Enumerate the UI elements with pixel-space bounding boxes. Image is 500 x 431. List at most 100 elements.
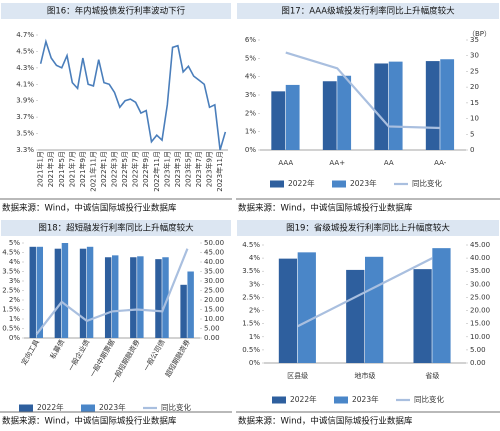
x-tick-label: 2023年5月 [183, 151, 192, 187]
source-note: 数据来源：Wind，中诚信国际城投行业数据库 [238, 203, 413, 214]
legend-label: 2022年 [290, 394, 317, 404]
y-tick-label: 4.5% [242, 241, 260, 249]
y2-tick-label: 30 [470, 52, 479, 60]
bar [388, 61, 403, 151]
title-bar [1, 3, 231, 19]
chart-title: 图16：年内城投债发行利率波动下行 [47, 6, 186, 17]
y2-tick-label: 0.00 [470, 359, 486, 367]
bar [79, 248, 87, 338]
y-tick-label: 3.7% [16, 113, 34, 121]
y-tick-label: 4% [9, 258, 20, 266]
bar [337, 75, 352, 150]
y2-tick-label: 45.00 [470, 241, 490, 249]
line-series [297, 257, 433, 328]
x-tick-label: 2021年9月 [78, 151, 87, 187]
y2-tick-label: 20.00 [470, 307, 490, 315]
y-tick-label: 0% [249, 359, 260, 367]
x-tick-label: 省级 [425, 371, 439, 380]
x-tick-label: 2021年5月 [57, 151, 66, 187]
line-series [285, 51, 441, 130]
y-tick-label: 5% [245, 54, 256, 62]
title-bar [237, 3, 499, 19]
bar [61, 243, 69, 338]
legend-swatch [332, 180, 346, 188]
y2-tick-label: 5.00 [204, 325, 220, 333]
y2-tick-label: 0.00 [204, 334, 220, 342]
bar [162, 257, 169, 338]
bar [413, 269, 432, 363]
y-tick-label: 3% [245, 91, 256, 99]
bar [137, 256, 144, 338]
source-note: 数据来源：Wind，中诚信国际城投行业数据库 [2, 416, 177, 427]
y-tick-label: 4% [249, 254, 260, 262]
x-tick-label: AA [384, 159, 394, 167]
x-tick-label: 2021年11月 [88, 151, 97, 192]
chart-title: 图18：超短融发行利率同比上升幅度较大 [38, 223, 194, 234]
y2-tick-label: 15.00 [470, 320, 490, 328]
x-tick-label: 地市级 [355, 371, 376, 380]
bar [297, 252, 316, 363]
legend-label: 2023年 [99, 402, 126, 412]
source-note: 数据来源：Wind，中诚信国际城投行业数据库 [2, 203, 177, 214]
bar [346, 269, 365, 363]
y2-tick-label: 40.00 [470, 254, 490, 262]
legend-label: 2022年 [288, 178, 315, 188]
bar [365, 256, 384, 363]
bar [155, 259, 162, 338]
bar [432, 248, 451, 363]
legend-swatch [272, 396, 286, 404]
bar [374, 63, 389, 150]
bar [322, 81, 337, 150]
chart-title: 图17：AAA级城投发行利率同比上升幅度较大 [281, 6, 455, 17]
x-tick-label: AAA [278, 159, 293, 167]
legend-swatch [270, 180, 284, 188]
x-tick-label: 一般公司债 [141, 338, 166, 373]
y-tick-label: 4.5% [16, 47, 34, 55]
x-tick-label: 定向工具 [19, 338, 41, 367]
x-tick-label: 2023年1月 [162, 151, 171, 187]
x-tick-label: 2023年11月 [215, 151, 224, 192]
legend-swatch [334, 396, 348, 404]
bar [54, 248, 62, 338]
y-tick-label: 3.5% [2, 268, 20, 276]
line-series [39, 38, 227, 151]
bar [278, 258, 298, 363]
x-tick-label: 2022年5月 [120, 151, 129, 187]
bar [29, 246, 36, 338]
x-tick-label: 2023年7月 [194, 151, 203, 187]
x-tick-label: 区县级 [287, 371, 308, 380]
y2-tick-label: 40.00 [204, 258, 224, 266]
y-tick-label: 3% [249, 280, 260, 288]
y2-axis-label: （BP） [468, 30, 491, 38]
y2-tick-label: 30.00 [470, 280, 490, 288]
x-tick-label: 超短期融资券 [163, 338, 192, 379]
legend-label: 同比变化 [161, 402, 191, 412]
y2-tick-label: 20 [470, 83, 479, 91]
y-tick-label: 1% [249, 333, 260, 341]
legend-label: 同比变化 [412, 178, 442, 188]
bar [130, 257, 137, 338]
y2-tick-label: 10.00 [470, 333, 490, 341]
chart-title: 图19：省级城投发行利率同比上升幅度较大 [286, 223, 450, 234]
y-tick-label: 3.3% [16, 146, 34, 154]
x-tick-label: 2021年1月 [36, 151, 45, 187]
y-tick-label: 2% [245, 109, 256, 117]
y2-tick-label: 35.00 [204, 268, 224, 276]
x-tick-label: 2022年7月 [131, 151, 140, 187]
legend-label: 2022年 [37, 402, 64, 412]
y-tick-label: 4.5% [2, 249, 20, 257]
title-bar [1, 220, 231, 236]
bar [104, 257, 112, 338]
y-tick-label: 0% [245, 146, 256, 154]
y2-tick-label: 10.00 [204, 315, 224, 323]
y-tick-label: 1.5% [242, 320, 260, 328]
y-tick-label: 4.3% [16, 64, 34, 72]
y-tick-label: 0.5% [242, 346, 260, 354]
bar [271, 91, 286, 150]
x-tick-label: 2021年7月 [67, 151, 76, 187]
y2-tick-label: 5.00 [470, 346, 486, 354]
bar [440, 59, 455, 150]
y-tick-label: 4.7% [16, 31, 34, 39]
y2-tick-label: 25.00 [204, 287, 224, 295]
